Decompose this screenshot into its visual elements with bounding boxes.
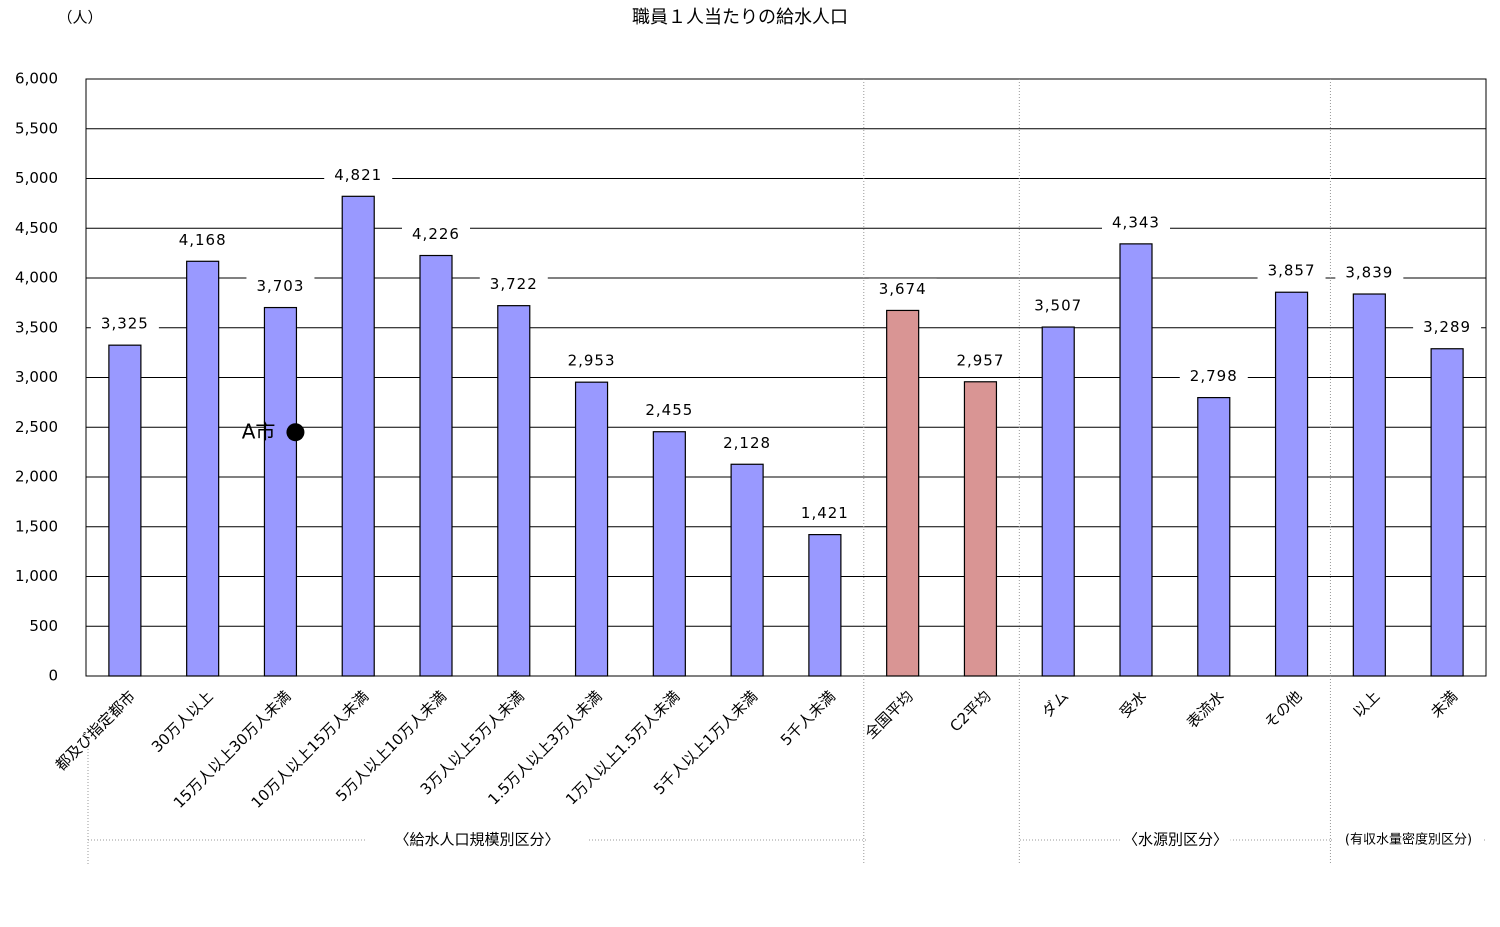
value-label-bg: [868, 278, 937, 301]
bar: [1119, 243, 1153, 677]
value-label: 3,507: [1034, 297, 1082, 315]
value-label: 2,798: [1190, 367, 1238, 385]
value-label: 2,455: [645, 401, 693, 419]
bar: [1274, 291, 1309, 677]
chart-title: 職員１人当たりの給水人口: [632, 7, 848, 28]
bar: [963, 381, 998, 677]
bar: [108, 344, 142, 677]
value-label: 3,839: [1345, 264, 1393, 282]
group-label-bg: [367, 830, 587, 850]
bar: [1430, 348, 1464, 677]
value-label-bg: [324, 164, 393, 187]
y-tick-label: 0: [48, 667, 58, 685]
value-label-bg: [479, 273, 548, 296]
annotation-marker: [286, 423, 305, 442]
value-label-bg: [1335, 262, 1404, 285]
x-tick-label: 表流水: [1183, 687, 1228, 732]
value-label: 4,821: [334, 166, 382, 184]
value-label: 4,343: [1112, 213, 1160, 231]
y-tick-label: 4,500: [15, 219, 58, 237]
x-tick-label: 未満: [1427, 687, 1461, 721]
y-tick-label: 1,500: [15, 517, 58, 535]
value-label-bg: [713, 432, 782, 455]
y-tick-label: 3,000: [15, 368, 58, 386]
x-tick-label: 5千人未満: [777, 687, 839, 749]
value-label-bg: [1413, 316, 1482, 339]
x-tick-label: 都及び指定都市: [52, 687, 139, 774]
value-label: 3,325: [101, 315, 149, 333]
value-label-bg: [246, 275, 315, 298]
bar: [1352, 293, 1386, 677]
value-label-bg: [1024, 295, 1093, 318]
bar: [341, 195, 375, 677]
value-label: 3,703: [256, 277, 304, 295]
y-tick-label: 1,000: [15, 567, 58, 585]
value-label-bg: [90, 313, 159, 336]
value-label-bg: [402, 223, 470, 246]
value-label-bg: [168, 229, 237, 252]
y-tick-label: 5,000: [15, 169, 58, 187]
value-label: 3,857: [1268, 262, 1316, 280]
bar: [186, 260, 220, 677]
annotation-label: A市: [242, 420, 276, 444]
value-label: 4,226: [412, 225, 460, 243]
value-label-bg: [1102, 211, 1170, 234]
bar: [808, 534, 842, 677]
bar: [497, 305, 531, 677]
value-label-bg: [790, 502, 859, 525]
x-tick-label: 全国平均: [862, 687, 917, 742]
y-tick-label: 6,000: [15, 70, 58, 88]
y-tick-label: 3,500: [15, 318, 58, 336]
value-label-bg: [946, 349, 1015, 372]
value-label-bg: [1179, 365, 1248, 388]
y-tick-label: 2,500: [15, 418, 58, 436]
x-tick-label: その他: [1261, 687, 1306, 732]
x-tick-label: ダム: [1038, 687, 1072, 721]
value-label: 2,953: [568, 352, 616, 370]
y-tick-label: 2,000: [15, 468, 58, 486]
x-tick-label: 以上: [1349, 687, 1383, 721]
group-label: (有収水量密度別区分): [1345, 832, 1472, 848]
value-label: 3,674: [879, 280, 927, 298]
bar: [419, 254, 453, 677]
value-label-bg: [1257, 260, 1326, 283]
value-label: 4,168: [179, 231, 227, 249]
value-label-bg: [635, 399, 704, 422]
value-label-bg: [557, 350, 626, 373]
value-label: 3,722: [490, 275, 538, 293]
bar: [1041, 326, 1075, 677]
bar: [1197, 396, 1231, 677]
group-label-bg: [1120, 830, 1231, 850]
y-tick-label: 5,500: [15, 119, 58, 137]
value-label: 1,421: [801, 504, 849, 522]
group-label: 〈給水人口規模別区分〉: [394, 831, 559, 849]
x-tick-label: C2平均: [946, 687, 994, 735]
bar: [730, 463, 764, 677]
value-label: 3,289: [1423, 318, 1471, 336]
bar: [263, 306, 298, 677]
value-label: 2,128: [723, 434, 771, 452]
bar: [574, 381, 609, 677]
group-label: 〈水源別区分〉: [1123, 831, 1228, 849]
y-tick-label: 4,000: [15, 269, 58, 287]
y-unit-label: （人）: [57, 9, 102, 27]
bar: [652, 431, 686, 677]
y-tick-label: 500: [29, 617, 58, 635]
plot-border: [85, 78, 1487, 677]
x-tick-label: 30万人以上: [148, 687, 217, 756]
x-tick-label: 受水: [1116, 687, 1150, 721]
value-label: 2,957: [956, 351, 1004, 369]
bar: [886, 309, 920, 677]
group-label-bg: [1333, 830, 1484, 850]
